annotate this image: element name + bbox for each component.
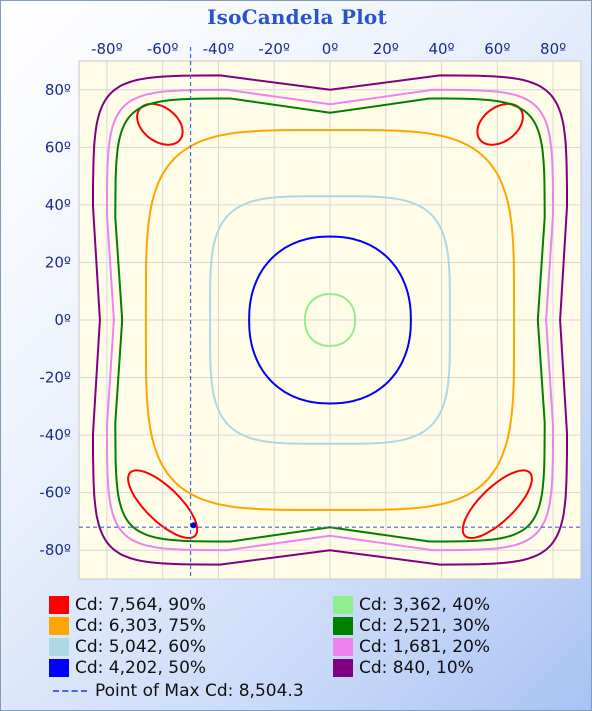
legend-item: Cd: 2,521, 30% xyxy=(333,615,490,637)
y-axis-ticks: 80º 60º 40º 20º 0º -20º -40º -60º -80º xyxy=(39,81,71,559)
contour-90-percent xyxy=(127,469,199,540)
legend-label: Cd: 6,303, 75% xyxy=(75,616,207,636)
x-tick-label: 0º xyxy=(322,40,339,58)
x-tick-label: 60º xyxy=(484,40,510,58)
legend-label: Cd: 4,202, 50% xyxy=(75,658,207,678)
x-tick-label: -80º xyxy=(91,40,123,58)
max-point-dot xyxy=(190,522,197,529)
contour-90-percent xyxy=(461,469,533,540)
legend-swatch xyxy=(333,638,353,656)
legend-label: Cd: 1,681, 20% xyxy=(359,637,491,657)
x-tick-label: -60º xyxy=(147,40,179,58)
x-tick-label: -20º xyxy=(258,40,290,58)
legend-item: Cd: 840, 10% xyxy=(333,657,474,679)
y-tick-label: -80º xyxy=(39,541,71,559)
x-axis-ticks: -80º -60º -40º -20º 0º 20º 40º 60º 80º xyxy=(91,40,566,58)
legend-swatch xyxy=(49,596,69,614)
x-tick-label: 20º xyxy=(373,40,399,58)
legend-item: Cd: 1,681, 20% xyxy=(333,636,490,658)
legend-swatch xyxy=(49,638,69,656)
x-tick-label: -40º xyxy=(203,40,235,58)
legend-swatch xyxy=(333,596,353,614)
legend-label: Cd: 3,362, 40% xyxy=(359,595,491,615)
grid xyxy=(79,61,581,579)
legend-item: Cd: 4,202, 50% xyxy=(49,657,206,679)
legend-swatch xyxy=(333,617,353,635)
x-tick-label: 40º xyxy=(428,40,454,58)
max-point-marker xyxy=(79,47,581,579)
contour-60-percent xyxy=(209,195,451,445)
y-tick-label: 0º xyxy=(54,311,71,329)
contour-30-percent xyxy=(114,97,546,543)
legend-swatch xyxy=(333,659,353,677)
legend-swatch xyxy=(49,617,69,635)
contour-10-percent xyxy=(92,74,568,566)
legend-label: Cd: 2,521, 30% xyxy=(359,616,491,636)
legend-item: Cd: 5,042, 60% xyxy=(49,636,206,658)
y-tick-label: 80º xyxy=(45,81,71,99)
y-tick-label: -60º xyxy=(39,484,71,502)
contour-50-percent xyxy=(248,235,412,405)
legend-label: Cd: 7,564, 90% xyxy=(75,595,207,615)
contour-20-percent xyxy=(105,88,555,552)
legend-max-label: Point of Max Cd: 8,504.3 xyxy=(95,681,304,701)
contours xyxy=(92,74,568,566)
legend-item: Cd: 7,564, 90% xyxy=(49,594,206,616)
y-tick-label: 60º xyxy=(45,138,71,156)
x-tick-label: 80º xyxy=(540,40,566,58)
contour-90-percent xyxy=(476,102,524,146)
contour-40-percent xyxy=(303,293,357,347)
contour-75-percent xyxy=(144,129,516,511)
y-tick-label: -40º xyxy=(39,426,71,444)
legend-label: Cd: 5,042, 60% xyxy=(75,637,207,657)
legend-label: Cd: 840, 10% xyxy=(359,658,474,678)
legend-item: Cd: 3,362, 40% xyxy=(333,594,490,616)
y-tick-label: 20º xyxy=(45,253,71,271)
y-tick-label: 40º xyxy=(45,196,71,214)
legend-max-item: Point of Max Cd: 8,504.3 xyxy=(49,680,304,702)
y-tick-label: -20º xyxy=(39,369,71,387)
legend-swatch xyxy=(49,659,69,677)
legend-item: Cd: 6,303, 75% xyxy=(49,615,206,637)
max-line-sample xyxy=(53,690,87,692)
isocandela-plot: -80º -60º -40º -20º 0º 20º 40º 60º 80º 80º 60º 40º… xyxy=(39,40,582,580)
chart-title: IsoCandela Plot xyxy=(207,5,387,29)
